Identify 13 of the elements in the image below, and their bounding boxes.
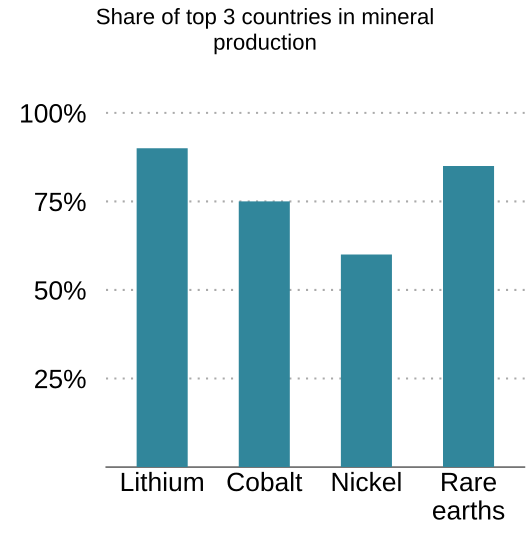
x-tick-label: Lithium: [122, 472, 203, 492]
bar: [238, 201, 290, 468]
x-tick-label: Rare earths: [432, 472, 504, 520]
bar: [340, 254, 392, 468]
bar: [443, 166, 494, 468]
x-tick-label: Nickel: [332, 472, 401, 492]
y-tick-label: 25%: [35, 370, 86, 388]
x-tick-label: Cobalt: [227, 472, 302, 492]
y-tick-label: 75%: [35, 192, 86, 212]
chart-title: Share of top 3 countries in mineral production: [96, 8, 433, 54]
y-tick-label: 50%: [34, 281, 86, 300]
y-tick-label: 100%: [21, 104, 86, 123]
bar: [136, 148, 188, 468]
